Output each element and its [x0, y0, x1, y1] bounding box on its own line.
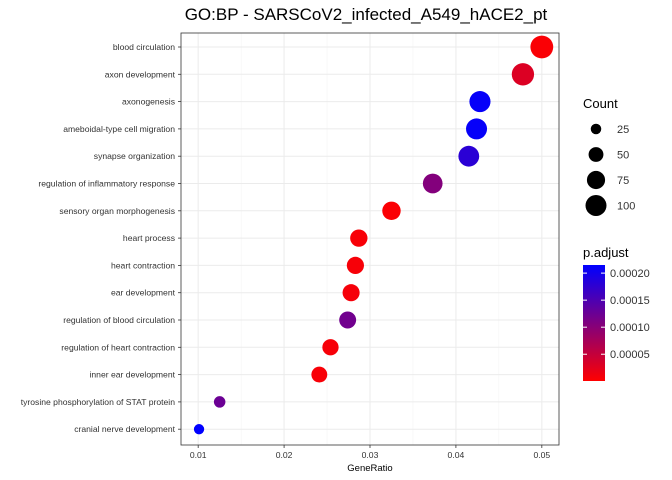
data-point [322, 339, 339, 356]
y-tick-label: ear development [111, 288, 176, 298]
x-axis: 0.01 0.02 0.03 0.04 0.05 [190, 445, 550, 460]
data-point [422, 173, 443, 194]
data-points [193, 35, 554, 435]
data-point [339, 311, 357, 329]
x-tick-label: 0.02 [276, 450, 293, 460]
data-point [511, 63, 535, 86]
padjust-tick-label: 0.00015 [610, 295, 650, 307]
data-point [346, 256, 364, 274]
y-tick-label: blood circulation [113, 42, 175, 52]
data-point [382, 201, 401, 221]
padjust-tick-label: 0.00005 [610, 349, 650, 361]
x-tick-label: 0.01 [190, 450, 207, 460]
padjust-tick-label: 0.00010 [610, 322, 650, 334]
grid-lines [181, 33, 559, 445]
data-point [458, 145, 480, 167]
y-tick-label: regulation of heart contraction [61, 342, 175, 352]
padjust-tick-label: 0.00020 [610, 268, 650, 280]
y-tick-label: ameboidal-type cell migration [63, 124, 175, 134]
count-legend-label: 75 [617, 175, 629, 187]
y-tick-label: regulation of inflammatory response [38, 179, 175, 189]
y-tick-label: sensory organ morphogenesis [59, 206, 175, 216]
y-tick-label: heart contraction [111, 260, 175, 270]
data-point [350, 229, 368, 247]
count-legend-label: 25 [617, 124, 629, 136]
padjust-legend-ticks: 0.00005 0.00010 0.00015 0.00020 [583, 268, 650, 361]
x-tick-label: 0.03 [362, 450, 379, 460]
x-tick-label: 0.05 [533, 450, 550, 460]
y-tick-label: axon development [105, 69, 176, 79]
data-point [311, 366, 328, 383]
count-legend-items: 25 50 75 100 [585, 123, 635, 216]
x-axis-title: GeneRatio [347, 463, 392, 474]
padjust-legend-title: p.adjust [583, 245, 629, 260]
padjust-legend: p.adjust 0.00005 0.00010 0.00015 0.00020 [583, 245, 650, 381]
count-legend-dot [588, 147, 604, 162]
count-legend-dot [585, 195, 607, 216]
data-point [466, 118, 488, 140]
padjust-colorbar [583, 265, 605, 381]
data-point [213, 396, 226, 408]
y-tick-label: regulation of blood circulation [63, 315, 175, 325]
plot-panel [180, 32, 560, 446]
data-point [469, 91, 491, 113]
count-legend-label: 100 [617, 201, 635, 213]
count-legend-dot [590, 123, 602, 135]
y-tick-label: heart process [123, 233, 175, 243]
data-point [193, 424, 205, 435]
data-point [530, 35, 554, 59]
y-tick-label: tyrosine phosphorylation of STAT protein [21, 397, 176, 407]
y-tick-label: synapse organization [94, 151, 175, 161]
data-point [342, 284, 360, 302]
x-tick-label: 0.04 [448, 450, 465, 460]
count-legend-label: 50 [617, 150, 629, 162]
y-tick-label: cranial nerve development [74, 424, 175, 434]
count-legend: Count 25 50 75 100 [583, 96, 635, 216]
count-legend-title: Count [583, 96, 618, 111]
count-legend-dot [586, 170, 606, 190]
y-tick-label: axonogenesis [122, 97, 175, 107]
y-axis: blood circulation axon development axonoge… [21, 42, 181, 434]
chart-title: GO:BP - SARSCoV2_infected_A549_hACE2_pt [185, 5, 548, 24]
y-tick-label: inner ear development [89, 370, 175, 380]
